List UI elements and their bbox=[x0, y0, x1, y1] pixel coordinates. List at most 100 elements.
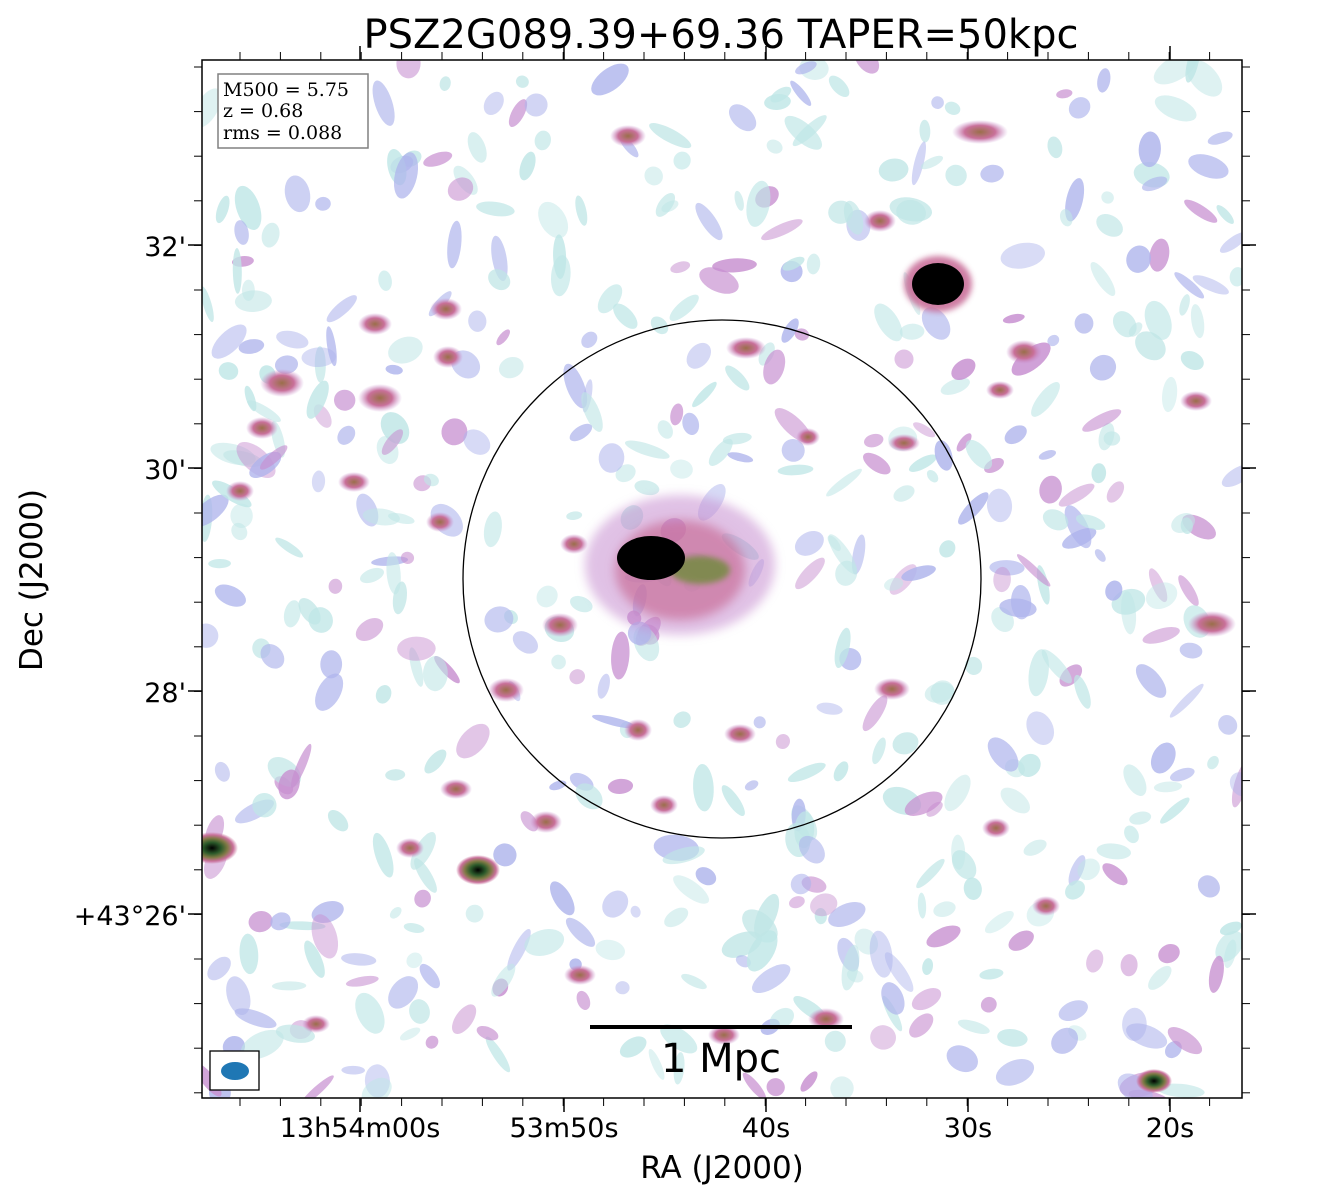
beam-ellipse bbox=[221, 1062, 249, 1080]
noise-blob bbox=[223, 450, 263, 467]
noise-emission-layer bbox=[202, 60, 1242, 1098]
noise-blob bbox=[1038, 450, 1057, 460]
x-axis-label: RA (J2000) bbox=[640, 1150, 804, 1186]
noise-blob bbox=[904, 791, 943, 816]
noise-blob bbox=[414, 889, 431, 908]
noise-blob bbox=[1090, 262, 1116, 296]
noise-blob bbox=[465, 904, 484, 923]
noise-blob bbox=[597, 284, 623, 314]
noise-blob bbox=[326, 295, 357, 323]
noise-blob bbox=[569, 669, 585, 685]
noise-blob bbox=[231, 522, 248, 541]
noise-blob bbox=[1074, 674, 1091, 709]
noise-blob bbox=[862, 695, 888, 732]
y-tick-label: 28' bbox=[144, 678, 186, 709]
noise-blob bbox=[727, 452, 754, 463]
noise-blob bbox=[314, 346, 326, 383]
r500-circle bbox=[462, 319, 982, 839]
noise-blob bbox=[920, 155, 944, 170]
noise-blob bbox=[1135, 664, 1167, 698]
noise-blob bbox=[1215, 930, 1242, 962]
figure-title: PSZ2G089.39+69.36 TAPER=50kpc bbox=[364, 12, 1079, 58]
noise-blob bbox=[484, 606, 514, 633]
noise-blob bbox=[569, 423, 593, 442]
noise-blob bbox=[565, 917, 596, 947]
noise-blob bbox=[874, 303, 903, 342]
noise-blob bbox=[951, 358, 976, 380]
noise-blob bbox=[944, 101, 961, 115]
noise-blob bbox=[963, 877, 982, 900]
noise-blob bbox=[483, 511, 502, 548]
noise-blob bbox=[1094, 549, 1106, 562]
noise-blob bbox=[597, 673, 610, 699]
noise-blob bbox=[1142, 627, 1180, 644]
noise-blob bbox=[944, 774, 971, 812]
noise-blob bbox=[1068, 97, 1091, 119]
noise-blob bbox=[1065, 880, 1085, 900]
noise-blob bbox=[634, 480, 660, 496]
noise-blob bbox=[1058, 1000, 1088, 1021]
noise-blob bbox=[393, 152, 419, 199]
noise-blob bbox=[524, 928, 565, 957]
noise-blob bbox=[790, 873, 812, 895]
noise-blob bbox=[1129, 811, 1152, 825]
noise-blob bbox=[1026, 711, 1055, 745]
noise-blob bbox=[945, 164, 967, 187]
noise-blob bbox=[467, 132, 487, 163]
noise-blob bbox=[275, 537, 304, 558]
noise-blob bbox=[1097, 68, 1111, 93]
noise-blob bbox=[409, 999, 430, 1024]
noise-blob bbox=[940, 377, 970, 395]
noise-blob bbox=[507, 928, 531, 971]
noise-blob bbox=[406, 952, 423, 969]
noise-blob bbox=[1124, 825, 1139, 844]
info-box: M500 = 5.75 z = 0.68 rms = 0.088 bbox=[217, 73, 369, 149]
noise-blob bbox=[615, 981, 630, 995]
noise-blob bbox=[957, 1019, 990, 1034]
noise-blob bbox=[385, 364, 403, 375]
noise-blob bbox=[673, 711, 691, 728]
noise-blob bbox=[414, 858, 437, 893]
x-tick-label: 53m50s bbox=[509, 1113, 618, 1144]
noise-blob bbox=[276, 330, 309, 349]
noise-blob bbox=[299, 1075, 334, 1098]
noise-blob bbox=[538, 201, 569, 239]
noise-blob bbox=[951, 850, 977, 880]
noise-blob bbox=[995, 1059, 1035, 1086]
noise-blob bbox=[476, 1026, 499, 1041]
noise-blob bbox=[1064, 505, 1092, 549]
noise-blob bbox=[1148, 568, 1168, 603]
noise-blob bbox=[304, 940, 325, 978]
noise-blob bbox=[306, 380, 329, 419]
noise-blob bbox=[946, 1045, 978, 1073]
noise-blob bbox=[378, 270, 392, 291]
noise-blob bbox=[447, 220, 462, 269]
x-tick-label: 40s bbox=[742, 1113, 790, 1144]
noise-blob bbox=[341, 1065, 365, 1075]
noise-blob bbox=[566, 511, 583, 521]
noise-blob bbox=[576, 990, 591, 1010]
noise-blob bbox=[271, 981, 307, 991]
noise-blob bbox=[615, 464, 636, 483]
noise-blob bbox=[1065, 178, 1085, 222]
noise-blob bbox=[1231, 762, 1242, 808]
noise-blob bbox=[1096, 843, 1132, 860]
noise-blob bbox=[1086, 949, 1104, 973]
beam-indicator bbox=[209, 1050, 260, 1091]
noise-blob bbox=[869, 930, 893, 978]
noise-blob bbox=[1082, 409, 1122, 432]
noise-blob bbox=[916, 858, 945, 889]
noise-blob bbox=[1171, 513, 1196, 533]
noise-blob bbox=[1169, 767, 1195, 782]
noise-blob bbox=[1122, 1007, 1147, 1041]
noise-blob bbox=[1106, 481, 1125, 503]
noise-blob bbox=[997, 1029, 1028, 1047]
noise-blob bbox=[360, 567, 384, 584]
y-tick-label: 32' bbox=[144, 232, 186, 263]
noise-blob bbox=[764, 94, 791, 110]
noise-blob bbox=[485, 1036, 511, 1073]
noise-blob bbox=[1042, 509, 1069, 531]
noise-blob bbox=[894, 349, 914, 369]
noise-blob bbox=[752, 964, 791, 994]
